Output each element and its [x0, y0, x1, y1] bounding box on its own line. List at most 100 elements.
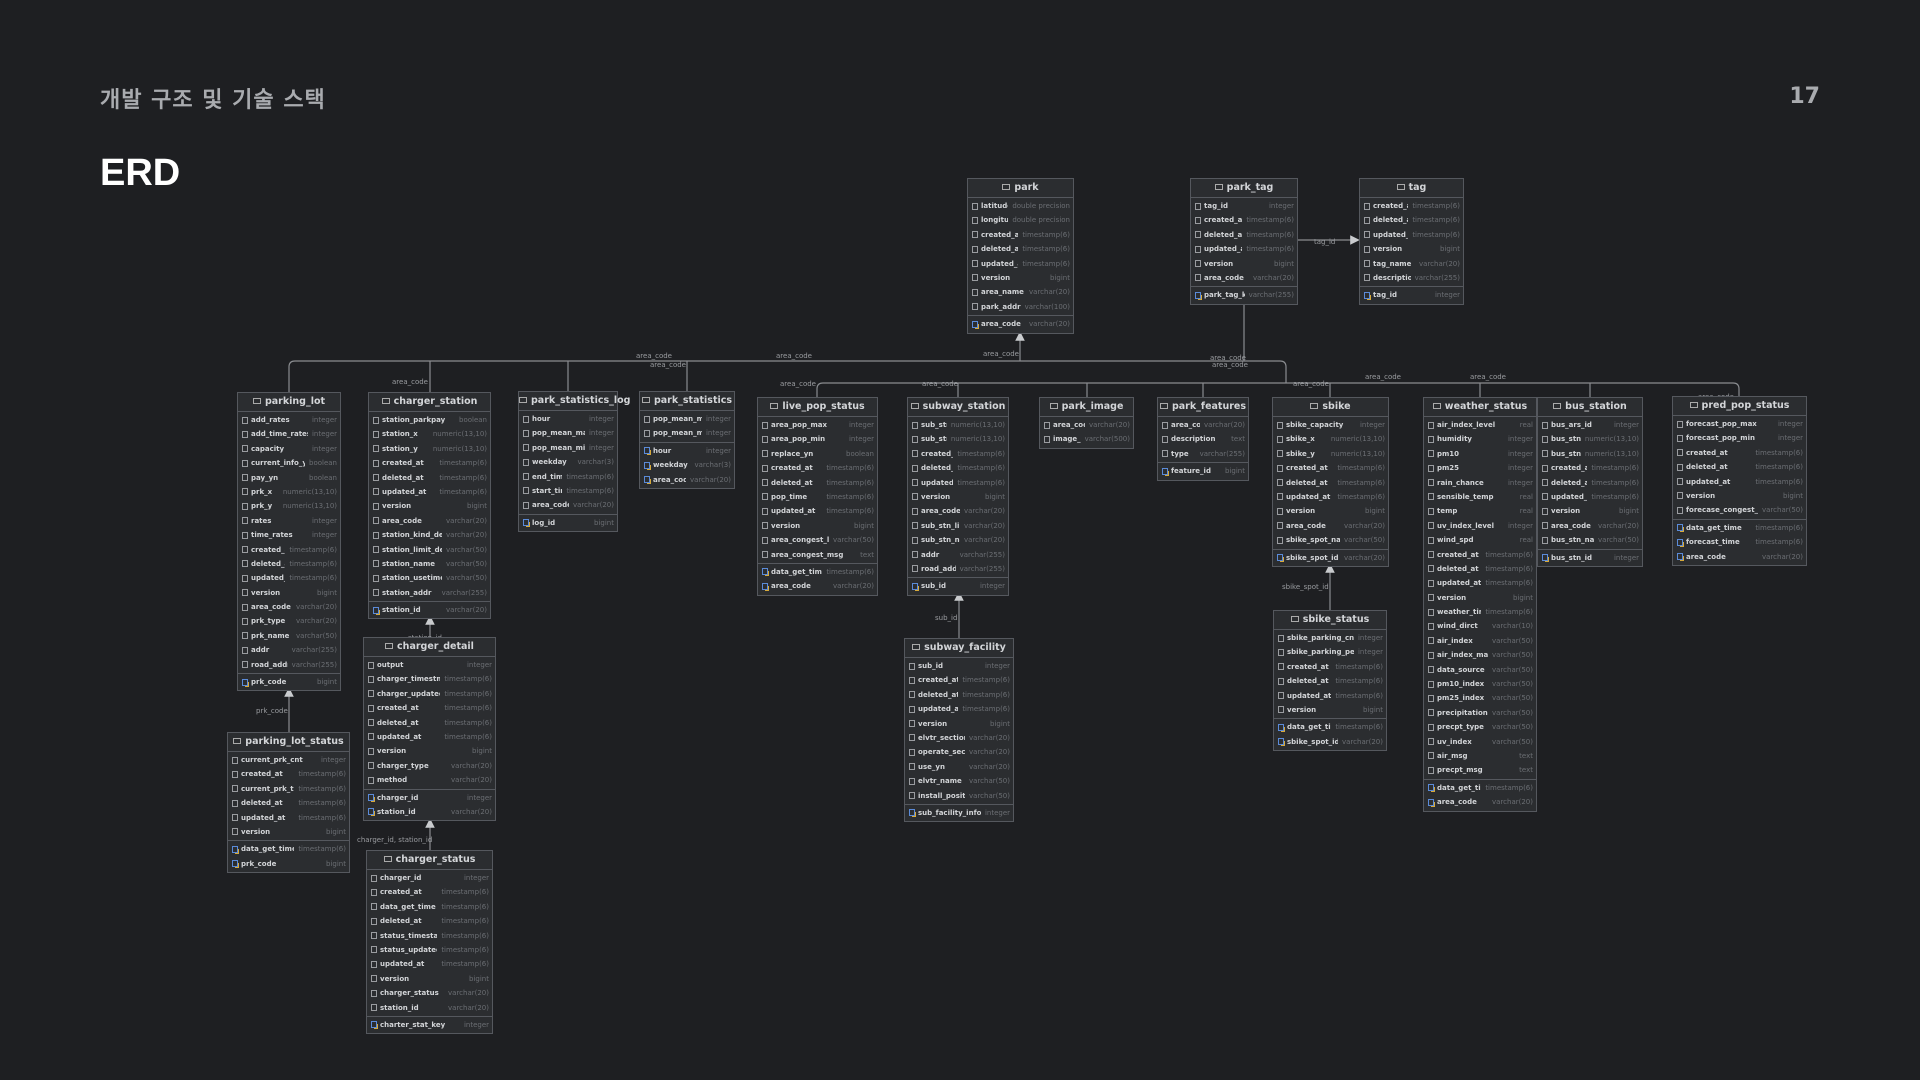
table-sbike[interactable]: sbike sbike_capacity integer sbike_x numeric… — [1272, 397, 1389, 567]
column-row[interactable]: park_addr varchar(100) — [968, 300, 1073, 314]
column-row[interactable]: weather_time timestamp(6) — [1424, 605, 1536, 619]
column-row[interactable]: sbike_capacity integer — [1273, 418, 1388, 432]
table-bus-station[interactable]: bus_stationbus_ars_idintegerbus_stn_xnum… — [1537, 397, 1643, 567]
table-tag[interactable]: tagcreated_attimestamp(6)deleted_attimes… — [1359, 178, 1464, 305]
column-row[interactable]: add_rates integer — [238, 413, 340, 427]
column-row[interactable]: time_rates integer — [238, 528, 340, 542]
column-row[interactable]: sub_id integer — [908, 579, 1008, 593]
column-row[interactable]: sbike_parking_per integer — [1274, 645, 1386, 659]
column-row[interactable]: current_prk_cnt integer — [228, 753, 349, 767]
table-charger-detail[interactable]: charger_detail output integer charger_times… — [363, 637, 496, 822]
table-header[interactable]: charger_station — [369, 393, 490, 412]
table-weather-status[interactable]: weather_status air_index_level real humidit… — [1423, 397, 1537, 812]
column-row[interactable]: charger_timestmaptimestamp(6) — [364, 672, 495, 686]
column-row[interactable]: air_index_level real — [1424, 418, 1536, 432]
column-row[interactable]: output integer — [364, 658, 495, 672]
column-row[interactable]: humidity integer — [1424, 432, 1536, 446]
table-parking-lot-status[interactable]: parking_lot_status current_prk_cnt integer… — [227, 732, 350, 874]
column-row[interactable]: operate_sectorvarchar(20) — [905, 745, 1013, 759]
table-park-statistics[interactable]: park_statisticspop_mean_maxintegerpop_me… — [639, 391, 735, 489]
column-row[interactable]: sub_stn_name varchar(20) — [908, 533, 1008, 547]
table-header[interactable]: park_statistics_log — [519, 392, 630, 411]
column-row[interactable]: current_prk_time timestamp(6) — [228, 782, 349, 796]
column-row[interactable]: rain_chance integer — [1424, 476, 1536, 490]
column-row[interactable]: created_at timestamp(6) — [364, 701, 495, 715]
column-row[interactable]: uv_index varchar(50) — [1424, 735, 1536, 749]
column-row[interactable]: version bigint — [1274, 703, 1386, 717]
column-row[interactable]: add_time_rates integer — [238, 427, 340, 441]
column-row[interactable]: prk_type varchar(20) — [238, 614, 340, 628]
column-row[interactable]: precpt_msg text — [1424, 763, 1536, 777]
column-row[interactable]: charger_id integer — [364, 791, 495, 805]
table-park-features[interactable]: park_featuresarea_codevarchar(20)descrip… — [1157, 397, 1249, 481]
column-row[interactable]: area_pop_max integer — [758, 418, 877, 432]
table-charger-status[interactable]: charger_status charger_id integer created_a… — [366, 850, 493, 1035]
column-row[interactable]: area_congest_msg text — [758, 548, 877, 562]
table-header[interactable]: park_statistics — [640, 392, 734, 411]
table-subway-station[interactable]: subway_stationsub_stn_xnumeric(13,10)sub… — [907, 397, 1009, 596]
column-row[interactable]: air_index varchar(50) — [1424, 634, 1536, 648]
column-row[interactable]: version bigint — [364, 744, 495, 758]
column-row[interactable]: created_at timestamp(6) — [1360, 199, 1463, 213]
column-row[interactable]: log_id bigint — [519, 516, 617, 530]
column-row[interactable]: sub_stn_line varchar(20) — [908, 519, 1008, 533]
column-row[interactable]: charger_type varchar(20) — [364, 759, 495, 773]
column-row[interactable]: prk_code bigint — [228, 857, 349, 871]
column-row[interactable]: descriptionvarchar(255) — [1360, 271, 1463, 285]
column-row[interactable]: hour integer — [640, 444, 734, 458]
column-row[interactable]: weekday varchar(3) — [640, 458, 734, 472]
column-row[interactable]: pm10 integer — [1424, 447, 1536, 461]
column-row[interactable]: method varchar(20) — [364, 773, 495, 787]
table-header[interactable]: pred_pop_status — [1673, 397, 1806, 416]
column-row[interactable]: sbike_y numeric(13,10) — [1273, 447, 1388, 461]
column-row[interactable]: created_at timestamp(6) — [1424, 548, 1536, 562]
column-row[interactable]: created_at timestamp(6) — [1673, 446, 1806, 460]
table-header[interactable]: park_tag — [1191, 179, 1297, 198]
column-row[interactable]: station_kind_detailvarchar(20) — [369, 528, 490, 542]
table-header[interactable]: park_features — [1158, 398, 1248, 417]
column-row[interactable]: uv_index_level integer — [1424, 519, 1536, 533]
table-header[interactable]: subway_facility — [905, 639, 1013, 658]
column-row[interactable]: charger_updated timestamp(6) — [364, 687, 495, 701]
column-row[interactable]: station_y numeric(13,10) — [369, 442, 490, 456]
column-row[interactable]: bus_stn_id integer — [1538, 551, 1642, 565]
column-row[interactable]: bus_ars_id integer — [1538, 418, 1642, 432]
column-row[interactable]: version bigint — [1424, 591, 1536, 605]
column-row[interactable]: version bigint — [238, 586, 340, 600]
column-row[interactable]: station_limit_detailvarchar(50) — [369, 543, 490, 557]
column-row[interactable]: version bigint — [1273, 504, 1388, 518]
table-header[interactable]: park — [968, 179, 1073, 198]
column-row[interactable]: latitude double precision — [968, 199, 1073, 213]
column-row[interactable]: start_time timestamp(6) — [519, 484, 617, 498]
column-row[interactable]: elvtr_name varchar(50) — [905, 774, 1013, 788]
column-row[interactable]: area_pop_min integer — [758, 432, 877, 446]
